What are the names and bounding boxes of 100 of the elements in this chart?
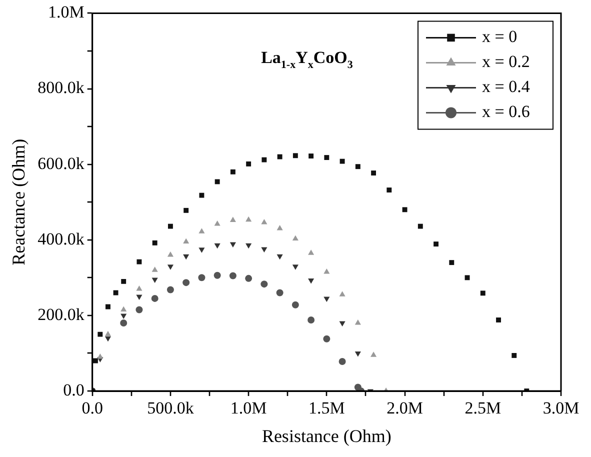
point: [93, 358, 98, 364]
point: [166, 286, 174, 294]
point: [245, 274, 252, 282]
point: [167, 264, 174, 270]
point: [120, 306, 127, 312]
point: [183, 254, 190, 260]
point: [230, 216, 236, 222]
point: [355, 164, 360, 170]
point: [371, 170, 376, 176]
legend-label: x = 0: [482, 27, 518, 46]
point: [136, 306, 143, 314]
point: [136, 285, 142, 291]
point: [292, 264, 298, 270]
point: [308, 250, 314, 255]
point: [151, 294, 158, 302]
point: [152, 266, 158, 272]
point: [183, 238, 190, 244]
point: [121, 278, 126, 284]
point: [136, 294, 142, 300]
x-tick-label: 1.5M: [308, 398, 345, 418]
legend-label: x = 0.2: [482, 52, 530, 72]
point: [104, 330, 112, 336]
point: [184, 208, 189, 213]
point: [339, 321, 346, 326]
x-axis-title: Resistance (Ohm): [262, 426, 392, 446]
point: [324, 155, 330, 160]
point: [339, 291, 346, 296]
point: [261, 219, 268, 224]
point: [512, 353, 517, 358]
point: [308, 278, 314, 284]
point: [308, 316, 315, 324]
point: [402, 207, 408, 212]
point: [152, 278, 158, 284]
point: [214, 272, 221, 279]
y-tick-label: 600.0k: [38, 154, 85, 173]
point: [276, 225, 283, 230]
point: [167, 251, 174, 257]
y-tick-label: 800.0k: [38, 78, 85, 98]
point: [98, 332, 103, 337]
point: [152, 240, 158, 246]
point: [370, 352, 377, 357]
y-tick-label: 400.0k: [38, 229, 85, 248]
point: [246, 161, 252, 166]
point: [214, 179, 220, 184]
point: [464, 275, 470, 280]
point: [97, 354, 104, 359]
point: [277, 154, 282, 160]
point: [292, 235, 298, 240]
point: [120, 319, 128, 326]
point: [480, 290, 486, 296]
point: [496, 318, 501, 322]
point: [229, 272, 236, 280]
point: [323, 335, 330, 342]
point: [354, 319, 361, 325]
x-tick-label: 2.5M: [464, 398, 502, 418]
point: [260, 280, 268, 288]
point: [230, 242, 236, 248]
point: [113, 290, 118, 296]
point: [338, 358, 346, 366]
point: [120, 314, 127, 319]
point: [292, 153, 298, 158]
x-tick-label: 1.0M: [230, 398, 267, 418]
point: [276, 289, 284, 296]
x-tick-label: 2.0M: [386, 398, 423, 418]
x-tick-label: 0.0: [82, 398, 103, 418]
point: [354, 351, 361, 357]
point: [434, 242, 438, 247]
y-axis-title: Reactance (Ohm): [8, 138, 29, 266]
point: [246, 216, 252, 222]
point: [214, 243, 220, 249]
point: [214, 220, 220, 226]
point: [324, 296, 330, 302]
point: [104, 336, 112, 342]
point: [340, 158, 345, 164]
point: [168, 224, 173, 229]
point: [262, 157, 267, 162]
legend-label: x = 0.6: [482, 102, 530, 122]
point: [182, 279, 190, 286]
point: [198, 228, 205, 234]
point: [246, 243, 252, 249]
point: [230, 169, 236, 174]
y-tick-label: 1.0M: [48, 2, 84, 22]
point: [199, 192, 204, 198]
point: [261, 247, 268, 252]
point: [308, 154, 314, 158]
y-tick-label: 200.0k: [38, 304, 85, 324]
point: [449, 260, 454, 266]
point: [386, 188, 392, 192]
x-tick-label: 500.0k: [147, 398, 194, 418]
point: [198, 248, 205, 253]
point: [276, 254, 283, 260]
legend-label: x = 0.4: [482, 77, 530, 96]
point: [198, 274, 206, 282]
y-tick-label: 0.0: [63, 380, 84, 400]
point: [418, 224, 423, 229]
point: [292, 301, 299, 308]
point: [324, 268, 330, 274]
x-tick-label: 3.0M: [542, 398, 580, 418]
point: [136, 259, 142, 264]
point: [105, 304, 110, 310]
